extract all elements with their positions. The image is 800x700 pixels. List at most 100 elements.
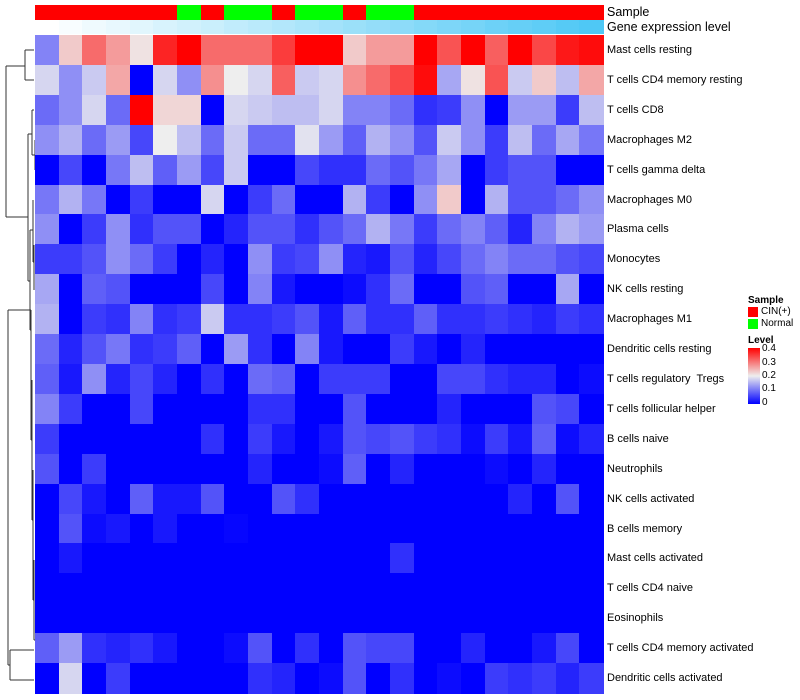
heatmap-cell <box>271 453 296 485</box>
sample-annotation-cell <box>319 5 344 20</box>
heatmap-cell <box>177 633 202 664</box>
heatmap-cell <box>58 124 83 156</box>
heatmap-cell <box>342 214 367 245</box>
heatmap-cell <box>200 364 225 395</box>
heatmap-cell <box>342 64 367 96</box>
heatmap-cell <box>484 334 509 365</box>
heatmap-cell <box>106 573 131 604</box>
heatmap-cell <box>579 154 604 186</box>
sample-annotation-label: Sample <box>607 5 650 19</box>
heatmap-cell <box>106 304 131 335</box>
heatmap-cell <box>82 573 107 604</box>
heatmap-cell <box>390 603 415 634</box>
heatmap-cell <box>413 633 438 664</box>
heatmap-cell <box>319 603 344 634</box>
heatmap-cell <box>200 64 225 96</box>
heatmap-cell <box>508 184 533 216</box>
heatmap-cell <box>508 304 533 335</box>
heatmap-cell <box>248 35 273 66</box>
heatmap-cell <box>200 393 225 425</box>
heatmap-cell <box>319 453 344 485</box>
heatmap-cell <box>177 543 202 574</box>
heatmap-cell <box>342 364 367 395</box>
heatmap-cell <box>129 364 154 395</box>
heatmap-cell <box>58 573 83 604</box>
heatmap-cell <box>579 274 604 305</box>
heatmap-cell <box>271 64 296 96</box>
row-label: T cells CD4 memory activated <box>607 642 754 655</box>
heatmap-cell <box>224 573 249 604</box>
heatmap-cell <box>271 543 296 574</box>
heatmap-cell <box>106 423 131 455</box>
heatmap-cell <box>413 124 438 156</box>
sample-annotation-cell <box>295 5 320 20</box>
heatmap-cell <box>461 94 486 126</box>
heatmap-cell <box>35 663 60 694</box>
heatmap-cell <box>129 94 154 126</box>
heatmap-cell <box>295 573 320 604</box>
heatmap-cell <box>200 184 225 216</box>
heatmap-cell <box>342 603 367 634</box>
gene-level-annotation-cell <box>82 20 107 34</box>
heatmap-cell <box>248 244 273 275</box>
heatmap-cell <box>319 94 344 126</box>
heatmap-cell <box>248 364 273 395</box>
heatmap-cell <box>508 244 533 275</box>
heatmap-cell <box>295 154 320 186</box>
heatmap-cell <box>437 513 462 545</box>
sample-annotation-cell <box>35 5 60 20</box>
row-dendrogram <box>5 49 36 681</box>
legend-tick: 0.4 <box>762 343 776 354</box>
heatmap-cell <box>153 423 178 455</box>
heatmap-cell <box>532 603 557 634</box>
heatmap-cell <box>200 35 225 66</box>
heatmap-cell <box>508 633 533 664</box>
heatmap-cell <box>390 94 415 126</box>
heatmap-cell <box>484 663 509 694</box>
heatmap-cell <box>224 94 249 126</box>
heatmap-cell <box>366 513 391 545</box>
heatmap-cell <box>271 35 296 66</box>
heatmap-cell <box>295 35 320 66</box>
heatmap-cell <box>35 334 60 365</box>
heatmap-cell <box>342 244 367 275</box>
heatmap-cell <box>271 364 296 395</box>
heatmap-cell <box>437 184 462 216</box>
heatmap-cell <box>437 94 462 126</box>
heatmap-cell <box>366 334 391 365</box>
row-label: T cells follicular helper <box>607 402 716 415</box>
heatmap-cell <box>177 453 202 485</box>
heatmap-cell <box>461 364 486 395</box>
heatmap-cell <box>484 573 509 604</box>
heatmap-cell <box>224 184 249 216</box>
heatmap-cell <box>461 453 486 485</box>
heatmap-cell <box>437 483 462 515</box>
heatmap-cell <box>366 124 391 156</box>
heatmap-cell <box>58 244 83 275</box>
heatmap-cell <box>461 603 486 634</box>
heatmap-cell <box>484 274 509 305</box>
heatmap-cell <box>153 483 178 515</box>
heatmap-cell <box>508 214 533 245</box>
row-label: Mast cells resting <box>607 43 692 56</box>
heatmap-cell <box>58 453 83 485</box>
heatmap-cell <box>390 274 415 305</box>
heatmap-cell <box>555 453 580 485</box>
heatmap-cell <box>461 184 486 216</box>
heatmap-cell <box>82 633 107 664</box>
heatmap-cell <box>437 35 462 66</box>
gene-level-annotation-cell <box>413 20 438 34</box>
heatmap-cell <box>555 513 580 545</box>
heatmap-cell <box>248 274 273 305</box>
heatmap-cell <box>248 423 273 455</box>
heatmap-cell <box>82 304 107 335</box>
heatmap-cell <box>295 393 320 425</box>
heatmap-cell <box>224 64 249 96</box>
heatmap-cell <box>35 304 60 335</box>
heatmap-cell <box>224 244 249 275</box>
heatmap-cell <box>58 274 83 305</box>
sample-annotation-cell <box>437 5 462 20</box>
heatmap-cell <box>177 483 202 515</box>
heatmap-cell <box>437 663 462 694</box>
heatmap-cell <box>224 453 249 485</box>
